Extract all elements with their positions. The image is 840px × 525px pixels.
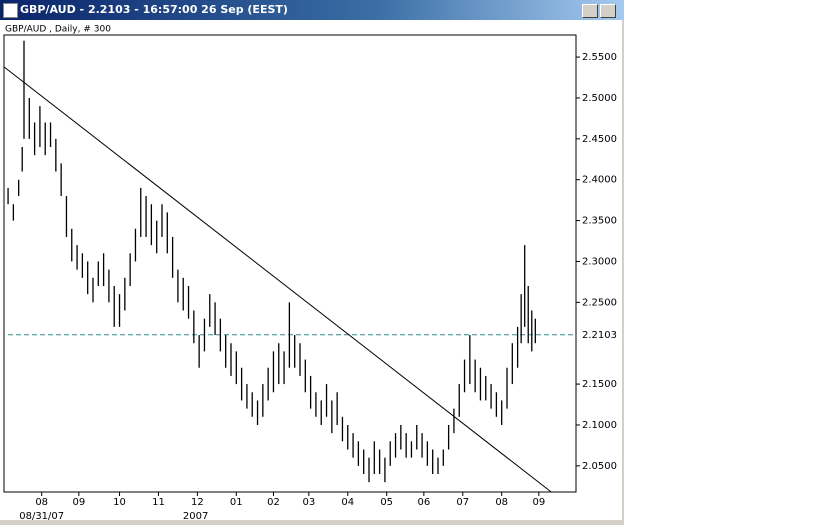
y-tick-label: 2.2500	[582, 297, 617, 308]
y-tick-label: 2.5000	[582, 93, 617, 104]
x-tick-label: 10	[113, 497, 126, 508]
y-tick-label: 2.1000	[582, 420, 617, 431]
x-tick-label: 12	[191, 497, 204, 508]
window-icon	[3, 3, 18, 18]
minimize-button[interactable]	[582, 4, 598, 18]
chart: GBP/AUD , Daily, # 300 2.0500 2.1000 2.150…	[0, 20, 622, 522]
x-tick-label: 09	[532, 497, 545, 508]
x-tick-label: 03	[302, 497, 315, 508]
chart-label: GBP/AUD , Daily, # 300	[5, 25, 111, 35]
x-tick-label: 06	[417, 497, 430, 508]
y-tick-label: 2.4000	[582, 175, 617, 186]
y-tick-label: 2.3500	[582, 216, 617, 227]
window-title: GBP/AUD - 2.2103 - 16:57:00 26 Sep (EEST…	[20, 3, 288, 16]
x-tick-label: 02	[267, 497, 280, 508]
restore-button[interactable]	[600, 4, 616, 18]
chart-background	[0, 20, 622, 520]
current-price-label: 2.2103	[582, 330, 617, 341]
y-tick-label: 2.0500	[582, 461, 617, 472]
x-sub-label: 2007	[183, 511, 208, 522]
x-tick-label: 08	[35, 497, 48, 508]
chart-window: GBP/AUD - 2.2103 - 16:57:00 26 Sep (EEST…	[0, 0, 624, 525]
y-tick-label: 2.4500	[582, 134, 617, 145]
title-bar: GBP/AUD - 2.2103 - 16:57:00 26 Sep (EEST…	[0, 0, 624, 20]
x-tick-label: 08	[495, 497, 508, 508]
x-tick-label: 07	[456, 497, 469, 508]
y-tick-label: 2.1500	[582, 379, 617, 390]
y-tick-label: 2.5500	[582, 52, 617, 63]
x-tick-label: 09	[72, 497, 85, 508]
x-tick-label: 01	[230, 497, 243, 508]
x-tick-label: 05	[380, 497, 393, 508]
x-sub-label: 08/31/07	[19, 511, 64, 522]
trendline	[3, 66, 552, 493]
x-tick-label: 11	[152, 497, 165, 508]
y-tick-label: 2.3000	[582, 256, 617, 267]
plot-frame	[3, 34, 577, 493]
x-tick-label: 04	[341, 497, 354, 508]
